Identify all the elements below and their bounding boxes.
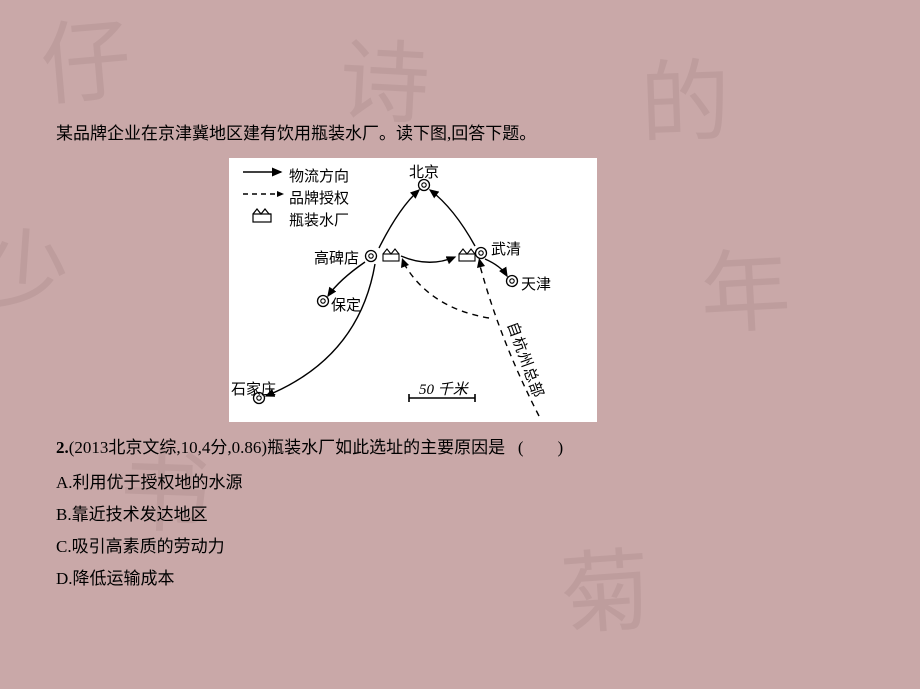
city-tianjin: 天津 (521, 271, 551, 300)
question-blank: ( ) (518, 438, 563, 457)
city-shijiazhuang: 石家庄 (231, 376, 276, 405)
page-content: 某品牌企业在京津冀地区建有饮用瓶装水厂。读下图,回答下题。 (56, 118, 856, 596)
option-c: C.吸引高素质的劳动力 (56, 531, 856, 563)
option-b: B.靠近技术发达地区 (56, 499, 856, 531)
intro-text: 某品牌企业在京津冀地区建有饮用瓶装水厂。读下图,回答下题。 (56, 118, 856, 150)
option-a: A.利用优于授权地的水源 (56, 467, 856, 499)
watermark: 仔 (35, 0, 136, 124)
question-stem: 瓶装水厂如此选址的主要原因是 (267, 438, 505, 457)
city-beijing: 北京 (409, 159, 439, 188)
city-baoding: 保定 (331, 292, 361, 321)
city-gaobeidian: 高碑店 (314, 245, 359, 274)
scale-label: 50 千米 (419, 376, 468, 405)
map-figure: 物流方向 品牌授权 瓶装水厂 北京 武清 天津 高碑店 保定 石家庄 自杭州总部… (229, 158, 597, 422)
options-block: A.利用优于授权地的水源 B.靠近技术发达地区 C.吸引高素质的劳动力 D.降低… (56, 467, 856, 596)
city-wuqing: 武清 (491, 236, 521, 265)
option-d: D.降低运输成本 (56, 563, 856, 595)
legend-factory: 瓶装水厂 (289, 207, 349, 236)
question-line: 2.(2013北京文综,10,4分,0.86)瓶装水厂如此选址的主要原因是 ( … (56, 432, 856, 464)
question-source: (2013北京文综,10,4分,0.86) (69, 438, 267, 457)
question-number: 2. (56, 438, 69, 457)
